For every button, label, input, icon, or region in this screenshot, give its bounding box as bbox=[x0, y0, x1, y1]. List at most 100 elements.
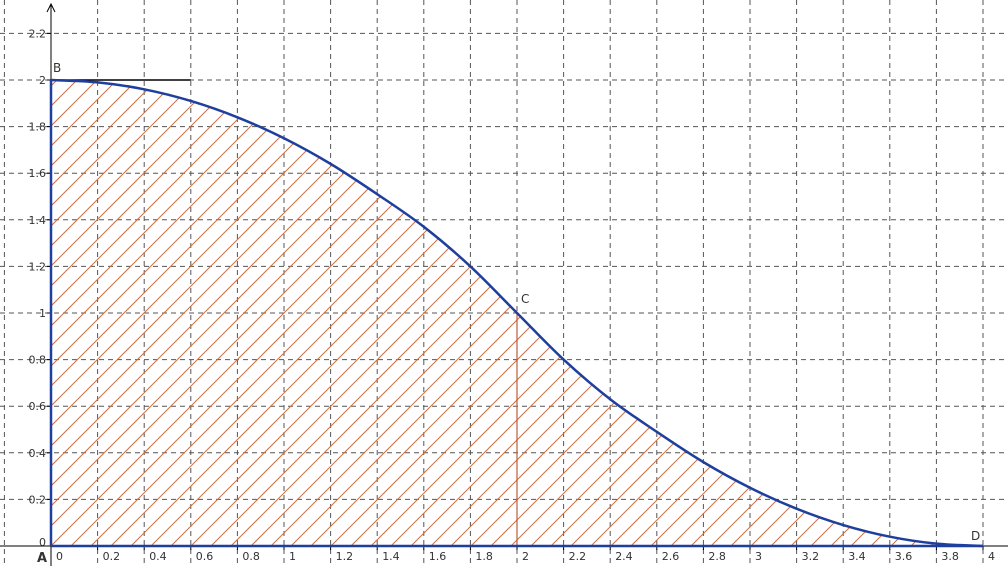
y-tick-label: 2.2 bbox=[29, 27, 47, 40]
y-tick-label: 1.6 bbox=[29, 167, 47, 180]
hatch-line bbox=[150, 80, 652, 546]
y-tick-label: 1.8 bbox=[29, 121, 47, 134]
x-tick-label: 1.4 bbox=[382, 550, 400, 563]
x-tick-label: 0.8 bbox=[242, 550, 260, 563]
hatch-line bbox=[950, 80, 983, 546]
hatch-line bbox=[490, 80, 983, 546]
hatch-line bbox=[90, 80, 592, 546]
hatched-area bbox=[0, 46, 1008, 546]
hatch-line bbox=[0, 46, 11, 546]
x-tick-label: 2.4 bbox=[615, 550, 633, 563]
x-tick-label: 1.2 bbox=[336, 550, 354, 563]
hatch-line bbox=[130, 80, 632, 546]
hatch-line bbox=[730, 80, 983, 546]
hatch-line bbox=[410, 80, 912, 546]
hatch-line bbox=[790, 80, 983, 546]
point-label-a: A bbox=[37, 551, 47, 566]
hatch-line bbox=[310, 80, 812, 546]
hatch-line bbox=[51, 80, 212, 546]
hatch-line bbox=[390, 80, 892, 546]
x-tick-label: 3.2 bbox=[802, 550, 820, 563]
x-tick-label: 0.2 bbox=[103, 550, 121, 563]
point-label-c: C bbox=[521, 292, 529, 306]
x-tick-label: 3.4 bbox=[848, 550, 866, 563]
hatch-line bbox=[51, 80, 292, 546]
y-tick-label: 2 bbox=[39, 74, 46, 87]
hatch-line bbox=[510, 80, 983, 546]
hatch-line bbox=[670, 80, 983, 546]
y-tick-label: 1.2 bbox=[29, 260, 47, 273]
hatch-line bbox=[850, 80, 983, 546]
x-tick-label: 0.6 bbox=[196, 550, 214, 563]
hatch-line bbox=[370, 80, 872, 546]
hatch-line bbox=[110, 80, 612, 546]
hatch-line bbox=[910, 80, 983, 546]
x-tick-label: 1.6 bbox=[429, 550, 447, 563]
hatch-line bbox=[930, 80, 983, 546]
hatch-line bbox=[570, 80, 983, 546]
hatch-line bbox=[51, 80, 312, 546]
y-tick-label: 0.2 bbox=[29, 493, 47, 506]
x-tick-label: 4 bbox=[988, 550, 995, 563]
hatch-line bbox=[51, 80, 232, 546]
x-tick-label: 2 bbox=[522, 550, 529, 563]
y-tick-label: 0.8 bbox=[29, 354, 47, 367]
x-tick-label: 3.8 bbox=[941, 550, 959, 563]
hatch-line bbox=[330, 80, 832, 546]
chart-marks bbox=[49, 78, 984, 548]
hatch-line bbox=[51, 80, 172, 546]
hatch-line bbox=[210, 80, 712, 546]
hatch-line bbox=[70, 80, 572, 546]
hatch-line bbox=[51, 80, 552, 546]
hatch-line bbox=[750, 80, 983, 546]
hatch-line bbox=[51, 80, 332, 546]
hatch-line bbox=[550, 80, 983, 546]
hatch-line bbox=[710, 80, 983, 546]
x-tick-label: 3.6 bbox=[895, 550, 913, 563]
hatch-line bbox=[810, 80, 983, 546]
hatch-line bbox=[830, 80, 983, 546]
hatch-line bbox=[430, 80, 932, 546]
y-tick-label: 0.4 bbox=[29, 447, 47, 460]
point-labels: A B C D bbox=[37, 61, 980, 566]
y-tick-label: 1 bbox=[39, 307, 46, 320]
hatch-line bbox=[190, 80, 692, 546]
hatch-line bbox=[51, 80, 512, 546]
x-tick-label: 3 bbox=[755, 550, 762, 563]
x-tick-label: 0.4 bbox=[149, 550, 167, 563]
hatch-line bbox=[51, 80, 152, 546]
hatch-line bbox=[870, 80, 983, 546]
point-label-d: D bbox=[971, 529, 980, 543]
y-axis-arrow bbox=[46, 2, 56, 13]
hatch-line bbox=[51, 80, 272, 546]
x-tick-label: 2.2 bbox=[569, 550, 587, 563]
hatch-line bbox=[650, 80, 983, 546]
tick-labels: 0 0.2 0.4 0.6 0.8 1 1.2 1.4 1.6 1.8 2 2.2 2.4 2.6 2.8 3… bbox=[29, 27, 996, 563]
y-tick-label: 0 bbox=[39, 536, 46, 549]
hatch-line bbox=[590, 80, 983, 546]
hatch-line bbox=[991, 46, 1008, 546]
x-tick-label: 2.8 bbox=[708, 550, 726, 563]
hatch-line bbox=[970, 80, 983, 546]
hatch-line bbox=[51, 80, 192, 546]
hatch-line bbox=[690, 80, 983, 546]
hatch-line bbox=[350, 80, 852, 546]
point-label-b: B bbox=[53, 61, 61, 75]
x-tick-label: 1 bbox=[289, 550, 296, 563]
hatch-line bbox=[630, 80, 983, 546]
hatch-line bbox=[230, 80, 732, 546]
x-tick-label: 0 bbox=[56, 550, 63, 563]
hatch-line bbox=[51, 80, 532, 546]
x-tick-label: 1.8 bbox=[475, 550, 493, 563]
y-tick-label: 1.4 bbox=[29, 214, 47, 227]
hatch-line bbox=[51, 80, 252, 546]
y-tick-label: 0.6 bbox=[29, 400, 47, 413]
x-tick-label: 2.6 bbox=[662, 550, 680, 563]
hatch-line bbox=[890, 80, 983, 546]
curve-series bbox=[50, 78, 984, 548]
hatch-line bbox=[290, 80, 792, 546]
hatch-line bbox=[610, 80, 983, 546]
